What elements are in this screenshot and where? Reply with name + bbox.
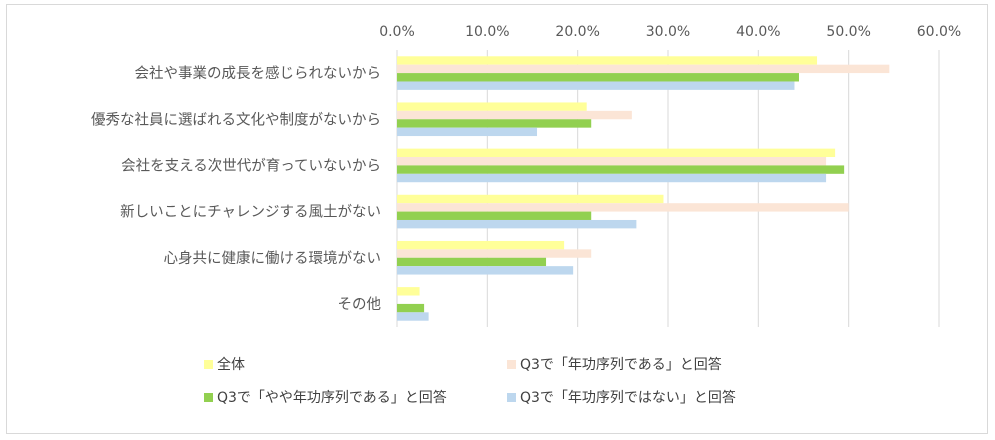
legend-label: Q3で「年功序列である」と回答 [520,356,722,373]
category-label: 会社や事業の成長を感じられないから [135,65,382,82]
legend-label: Q3で「やや年功序列である」と回答 [217,389,447,406]
bar [397,56,818,65]
bar [397,266,574,275]
bar [397,257,547,267]
chart-frame: 0.0% 10.0% 20.0% 30.0% 40.0% 50.0% 60.0% 会社や事業の… [6,4,988,434]
bar [397,110,632,120]
bar [397,64,890,74]
bar [397,249,592,258]
bar [397,102,587,111]
bar [397,165,845,174]
bar [397,303,425,313]
legend-label: Q3で「年功序列ではない」と回答 [520,389,736,406]
bar [397,127,538,137]
x-tick-label: 50.0% [826,24,870,40]
x-tick-label: 10.0% [465,24,509,40]
category-label: 優秀な社員に選ばれる文化や制度がないから [91,111,381,128]
bar [397,119,592,128]
legend-swatch [204,360,213,369]
category-label: 新しいことにチャレンジする風土がない [120,204,381,221]
legend-label: 全体 [217,356,245,373]
x-tick-label: 20.0% [555,24,599,40]
x-tick-label: 60.0% [917,24,961,40]
bar [397,240,565,250]
x-tick-label: 40.0% [736,24,780,40]
bar [397,73,799,82]
category-label: 心身共に健康に働ける環境がない [164,249,382,267]
bar [397,81,795,90]
bar [397,157,827,166]
bar [397,287,420,296]
bar [397,148,836,158]
legend-swatch [204,393,213,402]
bar-chart: 0.0% 10.0% 20.0% 30.0% 40.0% 50.0% 60.0% 会社や事業の… [91,24,961,406]
x-tick-label: 30.0% [646,24,690,40]
x-tick-label: 0.0% [379,24,415,40]
bar [397,211,592,220]
legend-swatch [507,360,516,369]
legend-swatch [507,393,516,402]
category-label: その他 [338,296,382,313]
bar [397,203,849,212]
bar [397,173,827,183]
bar [397,219,637,229]
bar [397,312,429,321]
category-label: 会社を支える次世代が育っていないから [121,157,381,174]
bar [397,194,664,204]
